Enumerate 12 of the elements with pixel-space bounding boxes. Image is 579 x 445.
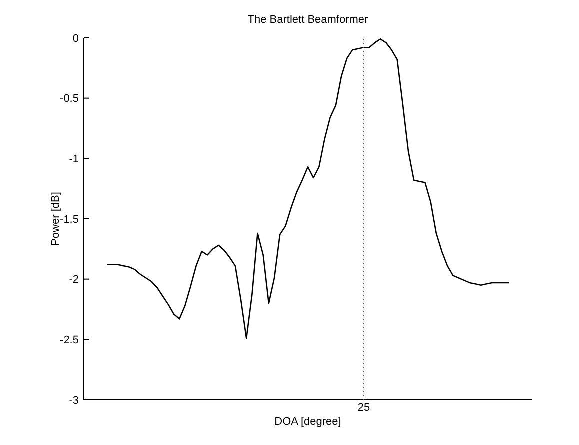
line-series <box>106 38 510 340</box>
y-tick-label: -1.5 <box>60 214 79 226</box>
y-tick-label: -0.5 <box>60 93 79 106</box>
y-tick-label: 0 <box>72 32 79 45</box>
x-axis-title: DOA [degree] <box>274 416 342 428</box>
y-axis-title: Power [dB] <box>50 192 62 246</box>
text: 25 <box>356 402 372 414</box>
y-tick-label: -2 <box>69 274 79 286</box>
y-tick-label: -2.5 <box>60 334 79 347</box>
y-tick-label: -3 <box>69 394 79 407</box>
y-tick-label: -1 <box>69 154 79 166</box>
chart-title: The Bartlett Beamformer <box>246 14 370 26</box>
